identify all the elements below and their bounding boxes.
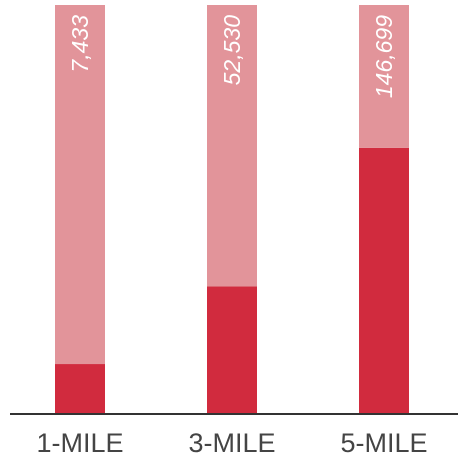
labels-group: 7,433 52,530 146,699 [67,15,397,98]
bar-segment-dark-5-mile [359,147,409,414]
bar-segment-dark-3-mile [207,286,257,413]
category-label: 5-MILE [340,428,427,458]
bars-group [55,5,409,414]
bar-segment-light-1-mile [55,5,105,365]
bar-value-label: 7,433 [67,15,93,73]
category-label: 1-MILE [36,428,123,458]
bar-segment-light-3-mile [207,5,257,287]
bar-segment-dark-1-mile [55,364,105,413]
bar-value-label: 52,530 [219,15,245,86]
category-label: 3-MILE [188,428,275,458]
category-labels-group: 1-MILE 3-MILE 5-MILE [36,428,427,458]
bar-value-label: 146,699 [371,15,397,98]
bar-segment-light-5-mile [359,5,409,148]
